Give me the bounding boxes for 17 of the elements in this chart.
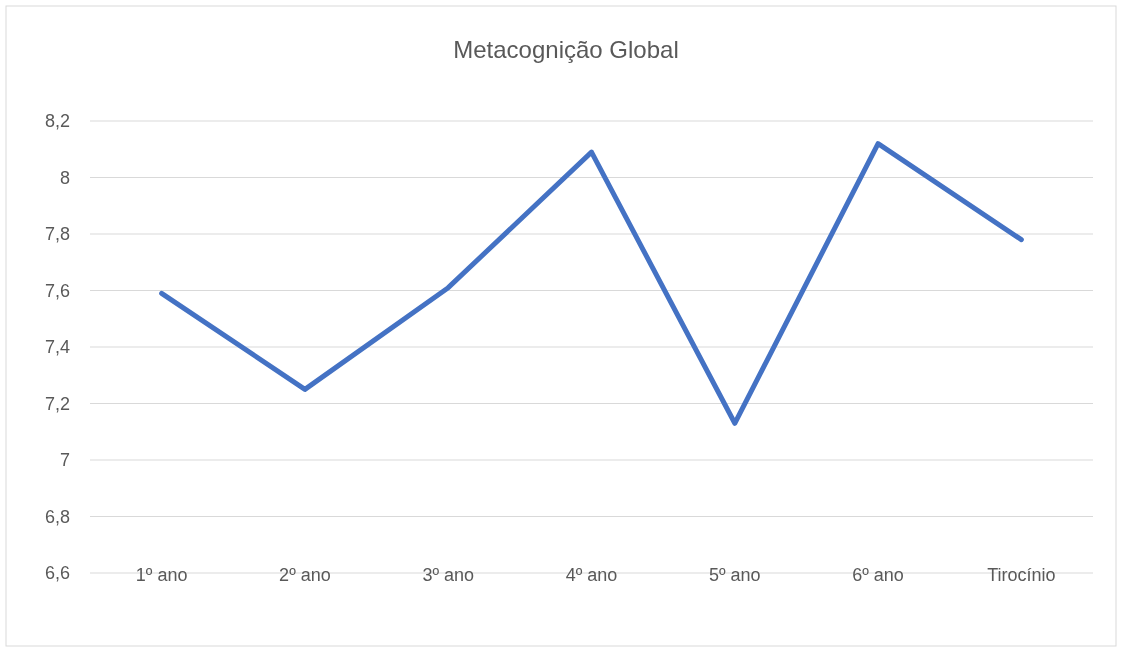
x-tick-label: Tirocínio: [987, 565, 1056, 586]
y-tick-label: 7,8: [44, 224, 70, 245]
y-tick-label: 6,8: [44, 506, 70, 527]
y-tick-label: 7,2: [44, 393, 70, 414]
x-tick-label: 1º ano: [135, 565, 188, 586]
y-tick-label: 7,6: [44, 280, 70, 301]
x-tick-label: 3º ano: [422, 565, 475, 586]
x-tick-label: 4º ano: [565, 565, 618, 586]
y-tick-label: 7,4: [44, 337, 70, 358]
y-tick-label: 8: [59, 167, 70, 188]
x-tick-label: 2º ano: [279, 565, 331, 586]
y-tick-label: 8,2: [44, 111, 70, 132]
y-tick-label: 7: [59, 450, 70, 471]
chart-title: Metacognição Global: [453, 36, 679, 63]
x-tick-label: 6º ano: [852, 565, 904, 586]
y-tick-label: 6,6: [44, 563, 70, 584]
x-tick-label: 5º ano: [708, 565, 761, 586]
